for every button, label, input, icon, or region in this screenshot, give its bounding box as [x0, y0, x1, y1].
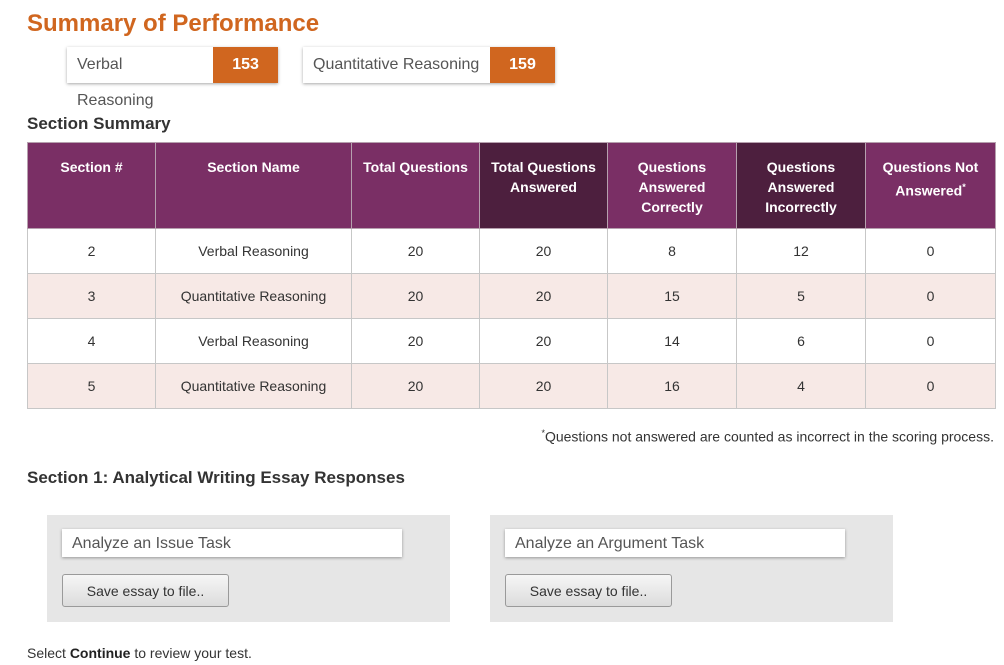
- cell-answered-incorrectly: 5: [736, 273, 866, 319]
- cell-total-answered: 20: [479, 363, 608, 409]
- essay-section-heading: Section 1: Analytical Writing Essay Resp…: [27, 468, 405, 487]
- cell-total-questions: 20: [351, 318, 480, 364]
- footnote-text: Questions not answered are counted as in…: [544, 428, 994, 445]
- verbal-score-box: Verbal Reasoning 153: [67, 47, 278, 109]
- table-header-row: Section # Section Name Total Questions T…: [27, 142, 996, 229]
- header-not-answered-label: Questions Not Answered: [882, 159, 979, 199]
- instruction-suffix: to review your test.: [130, 645, 252, 661]
- table-row: 2 Verbal Reasoning 20 20 8 12 0: [27, 228, 996, 274]
- cell-answered-incorrectly: 6: [736, 318, 866, 364]
- table-row: 4 Verbal Reasoning 20 20 14 6 0: [27, 318, 996, 364]
- save-issue-essay-button[interactable]: Save essay to file..: [62, 574, 229, 607]
- table-footnote: *Questions not answered are counted as i…: [541, 428, 994, 445]
- issue-task-title: Analyze an Issue Task: [62, 529, 402, 557]
- save-argument-essay-button[interactable]: Save essay to file..: [505, 574, 672, 607]
- footnote-marker: *: [541, 428, 545, 438]
- header-not-answered: Questions Not Answered*: [865, 142, 996, 229]
- cell-not-answered: 0: [865, 228, 996, 274]
- cell-answered-correctly: 8: [607, 228, 737, 274]
- quant-score-label: Quantitative Reasoning: [313, 56, 480, 73]
- section-summary-heading: Section Summary: [27, 114, 171, 133]
- quant-score-value: 159: [490, 47, 555, 83]
- cell-total-questions: 20: [351, 273, 480, 319]
- cell-section-name: Quantitative Reasoning: [155, 273, 352, 319]
- header-section-name: Section Name: [155, 142, 352, 229]
- cell-total-questions: 20: [351, 228, 480, 274]
- argument-task-title: Analyze an Argument Task: [505, 529, 845, 557]
- cell-answered-correctly: 16: [607, 363, 737, 409]
- cell-section-name: Verbal Reasoning: [155, 228, 352, 274]
- cell-section-number: 3: [27, 273, 156, 319]
- cell-section-number: 2: [27, 228, 156, 274]
- header-footnote-marker: *: [962, 182, 966, 192]
- verbal-score-label: Verbal Reasoning: [77, 56, 154, 109]
- cell-answered-incorrectly: 12: [736, 228, 866, 274]
- verbal-score-value: 153: [213, 47, 278, 83]
- continue-instruction: Select Continue to review your test.: [27, 645, 252, 661]
- cell-section-name: Verbal Reasoning: [155, 318, 352, 364]
- table-row: 5 Quantitative Reasoning 20 20 16 4 0: [27, 363, 996, 409]
- quant-score-box: Quantitative Reasoning 159: [303, 47, 555, 83]
- cell-total-answered: 20: [479, 273, 608, 319]
- header-answered-incorrectly: Questions Answered Incorrectly: [736, 142, 866, 229]
- cell-not-answered: 0: [865, 363, 996, 409]
- cell-answered-correctly: 15: [607, 273, 737, 319]
- cell-total-questions: 20: [351, 363, 480, 409]
- issue-task-panel: Analyze an Issue Task Save essay to file…: [47, 515, 450, 622]
- cell-answered-incorrectly: 4: [736, 363, 866, 409]
- instruction-continue-word: Continue: [69, 645, 131, 661]
- instruction-prefix: Select: [27, 645, 70, 661]
- cell-section-number: 4: [27, 318, 156, 364]
- cell-not-answered: 0: [865, 318, 996, 364]
- page-title: Summary of Performance: [27, 10, 320, 37]
- section-summary-table: Section # Section Name Total Questions T…: [27, 142, 996, 409]
- argument-task-panel: Analyze an Argument Task Save essay to f…: [490, 515, 893, 622]
- cell-answered-correctly: 14: [607, 318, 737, 364]
- header-total-questions-answered: Total Questions Answered: [479, 142, 608, 229]
- table-row: 3 Quantitative Reasoning 20 20 15 5 0: [27, 273, 996, 319]
- header-total-questions: Total Questions: [351, 142, 480, 229]
- cell-total-answered: 20: [479, 228, 608, 274]
- cell-section-name: Quantitative Reasoning: [155, 363, 352, 409]
- cell-section-number: 5: [27, 363, 156, 409]
- header-answered-correctly: Questions Answered Correctly: [607, 142, 737, 229]
- header-section-number: Section #: [27, 142, 156, 229]
- cell-total-answered: 20: [479, 318, 608, 364]
- cell-not-answered: 0: [865, 273, 996, 319]
